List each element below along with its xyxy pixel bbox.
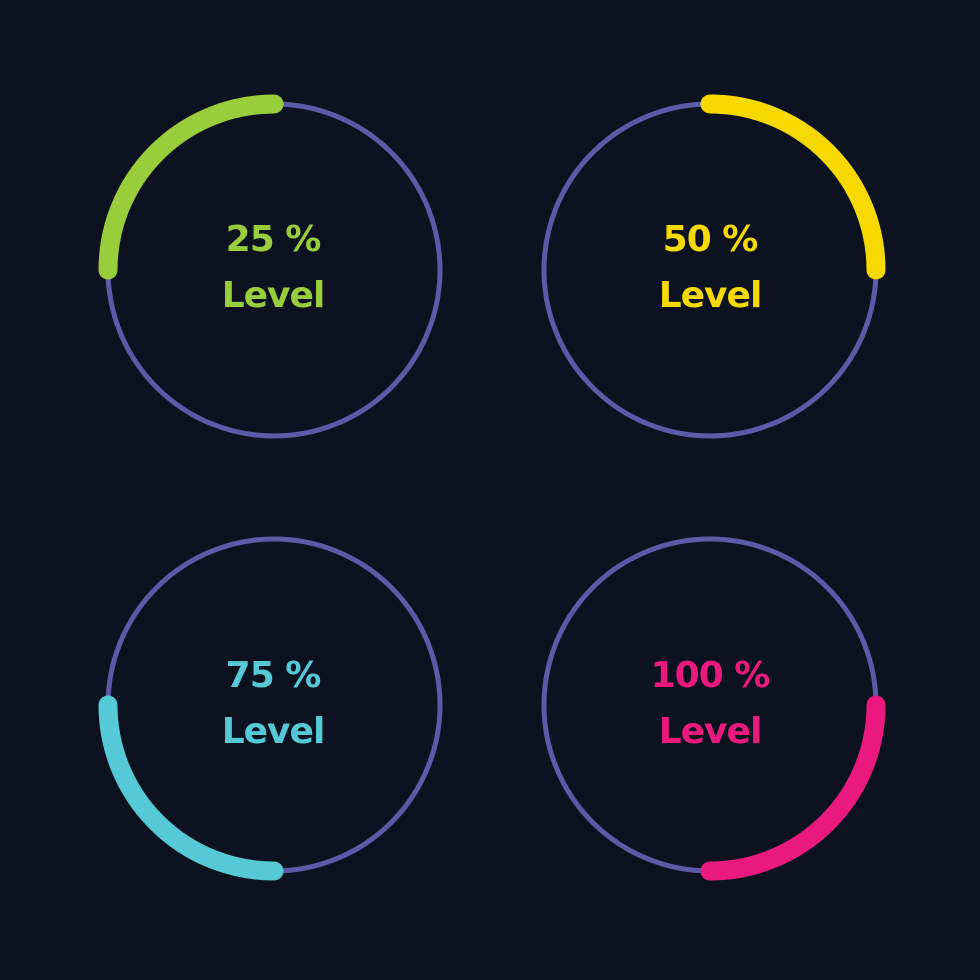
percent-text: 50 % bbox=[662, 219, 759, 260]
percent-text: 75 % bbox=[225, 655, 322, 696]
level-text: Level bbox=[658, 275, 763, 316]
gauge-arc bbox=[98, 94, 284, 280]
gauge-arc bbox=[700, 695, 886, 881]
gauge-50-label: 50 % Level bbox=[590, 212, 830, 324]
gauge-25-label: 25 % Level bbox=[153, 212, 393, 324]
level-text: Level bbox=[221, 275, 326, 316]
gauge-75-label: 75 % Level bbox=[153, 648, 393, 760]
gauge-arc bbox=[98, 695, 284, 881]
percent-text: 25 % bbox=[225, 219, 322, 260]
percent-text: 100 % bbox=[650, 655, 771, 696]
gauge-100-label: 100 % Level bbox=[590, 648, 830, 760]
gauge-arc bbox=[700, 94, 886, 280]
level-text: Level bbox=[658, 711, 763, 752]
level-text: Level bbox=[221, 711, 326, 752]
